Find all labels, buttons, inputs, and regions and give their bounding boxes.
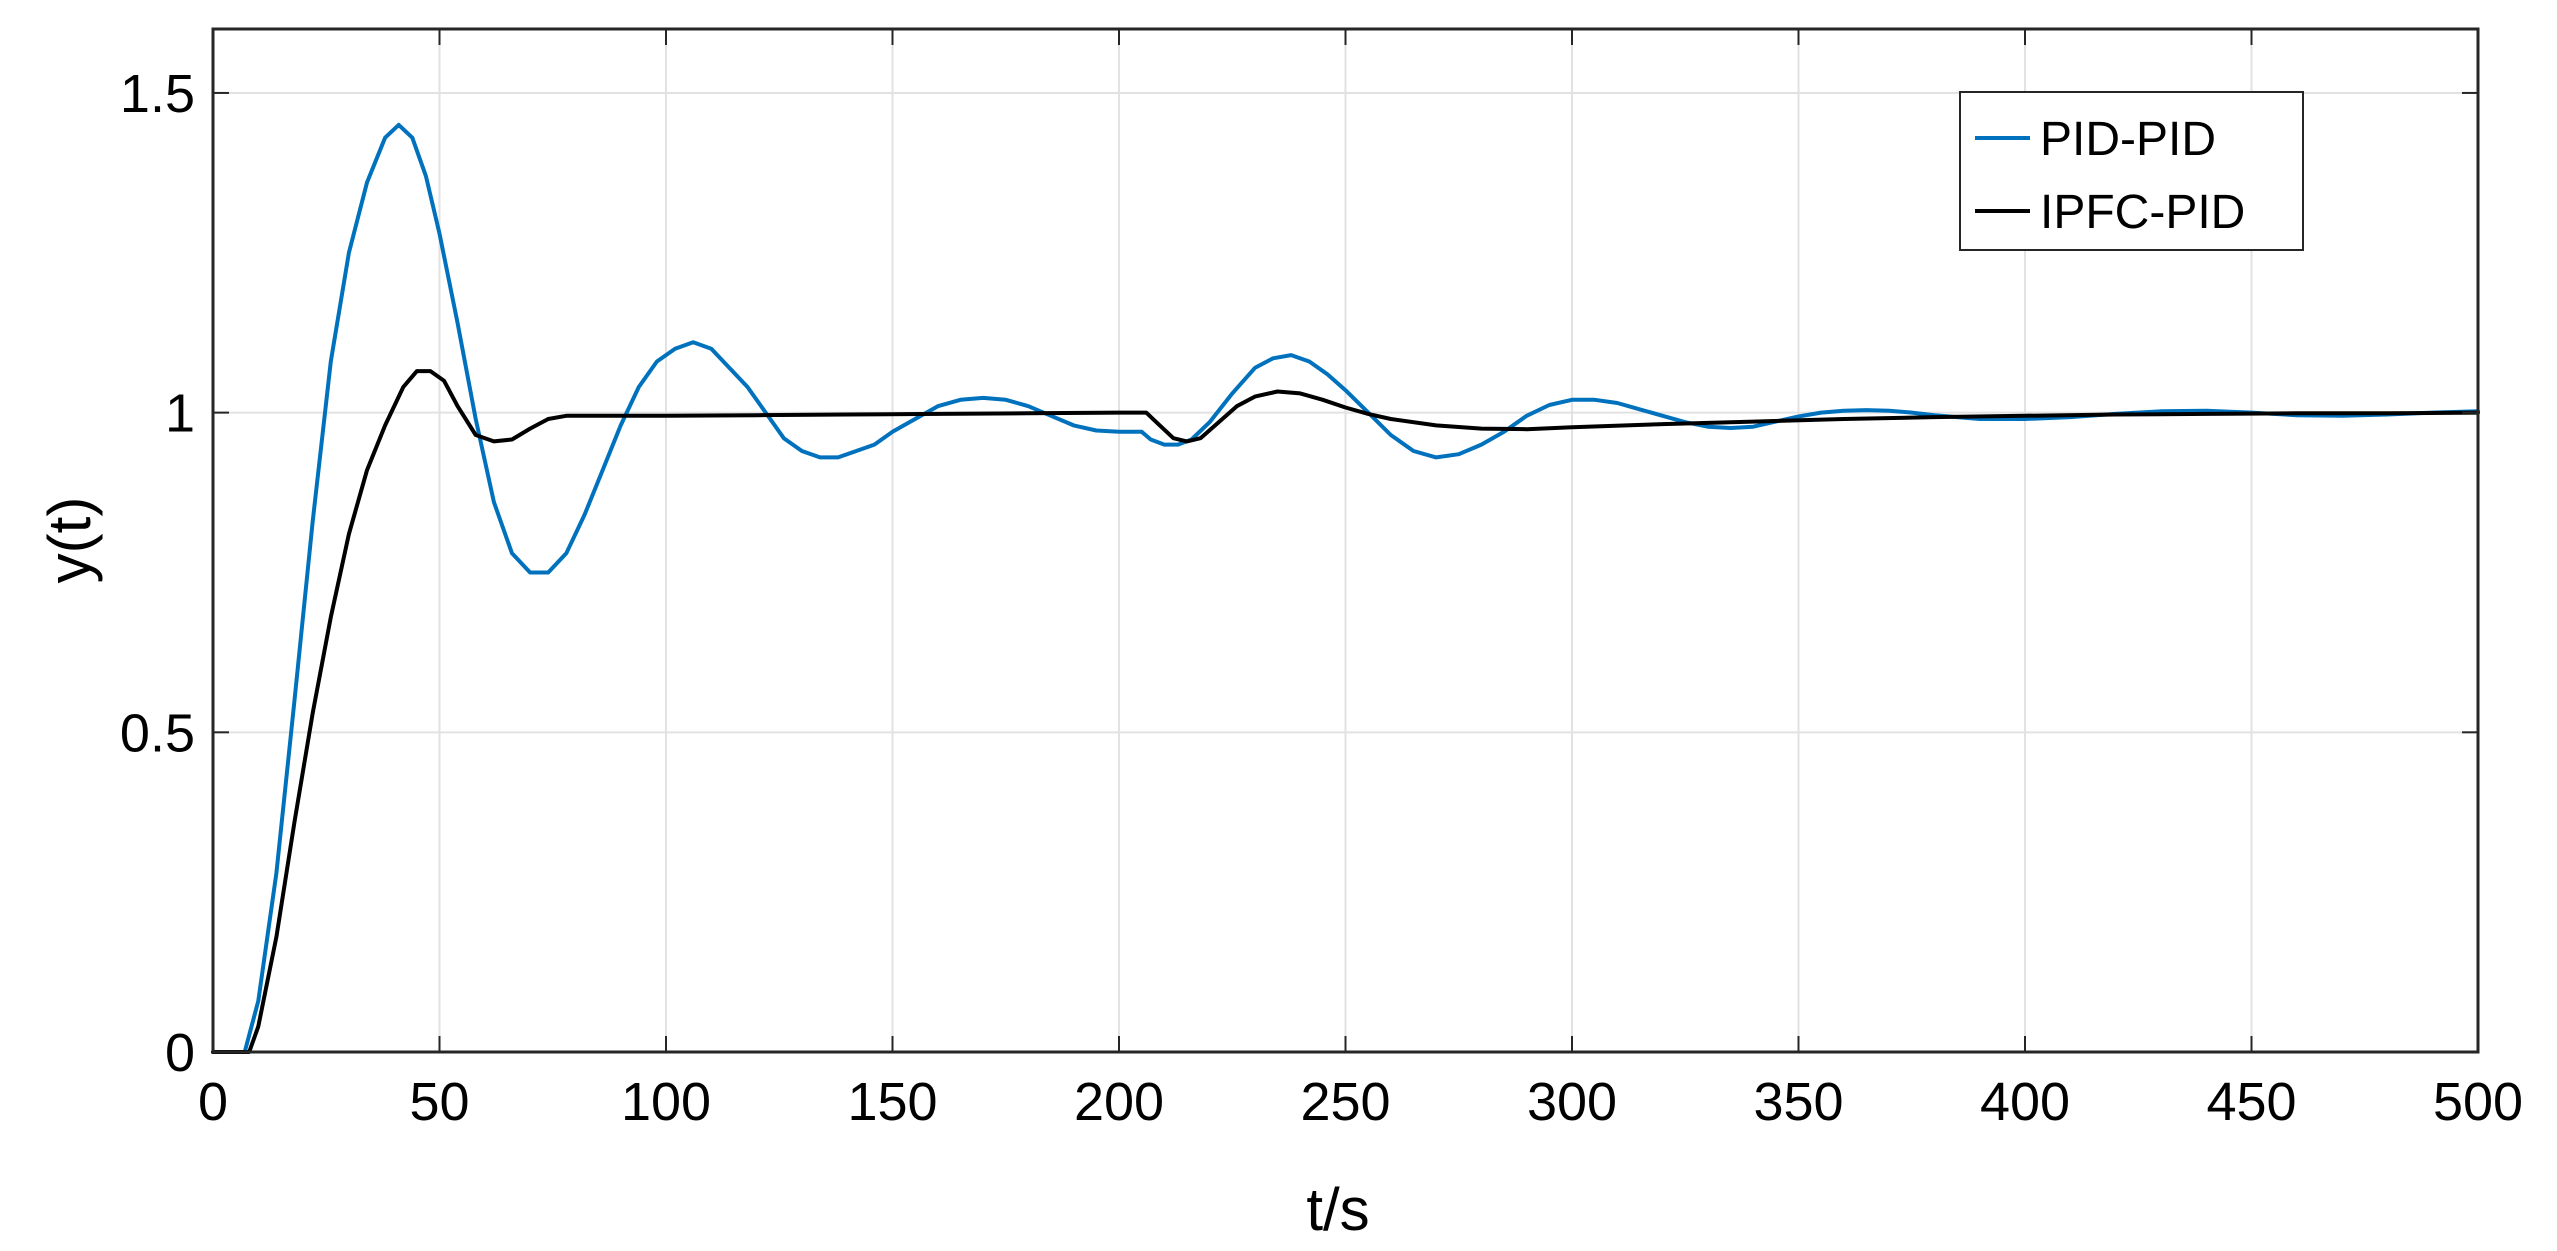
y-tick-label: 0.5 <box>120 703 195 763</box>
x-tick-label: 450 <box>2206 1072 2296 1132</box>
axis-ticks: 0 50 100 150 200 250 300 350 400 450 500 0 0.5 1 1.5 <box>120 29 2523 1132</box>
legend-box <box>1959 91 2304 251</box>
grid <box>213 29 2478 1052</box>
y-tick-label: 1.5 <box>120 64 195 124</box>
y-tick-label: 1 <box>165 384 195 444</box>
x-tick-label: 150 <box>847 1072 937 1132</box>
y-tick-label: 0 <box>165 1023 195 1083</box>
series-line-ipfc-pid <box>211 369 2480 1054</box>
series-lines <box>211 122 2480 1054</box>
legend-label-ipfc-pid: IPFC-PID <box>2040 186 2245 239</box>
x-tick-label: 250 <box>1300 1072 1390 1132</box>
x-tick-label: 350 <box>1753 1072 1843 1132</box>
x-axis-label: t/s <box>1306 1176 1369 1243</box>
x-tick-label: 500 <box>2433 1072 2523 1132</box>
x-tick-label: 200 <box>1074 1072 1164 1132</box>
series-line-pid-pid <box>211 122 2480 1054</box>
legend: PID-PID IPFC-PID <box>1959 91 2304 251</box>
x-tick-label: 0 <box>198 1072 228 1132</box>
x-tick-label: 50 <box>409 1072 469 1132</box>
x-tick-label: 300 <box>1527 1072 1617 1132</box>
legend-label-pid-pid: PID-PID <box>2040 113 2216 166</box>
x-tick-label: 100 <box>621 1072 711 1132</box>
y-axis-label: y(t) <box>36 497 103 584</box>
x-tick-label: 400 <box>1980 1072 2070 1132</box>
